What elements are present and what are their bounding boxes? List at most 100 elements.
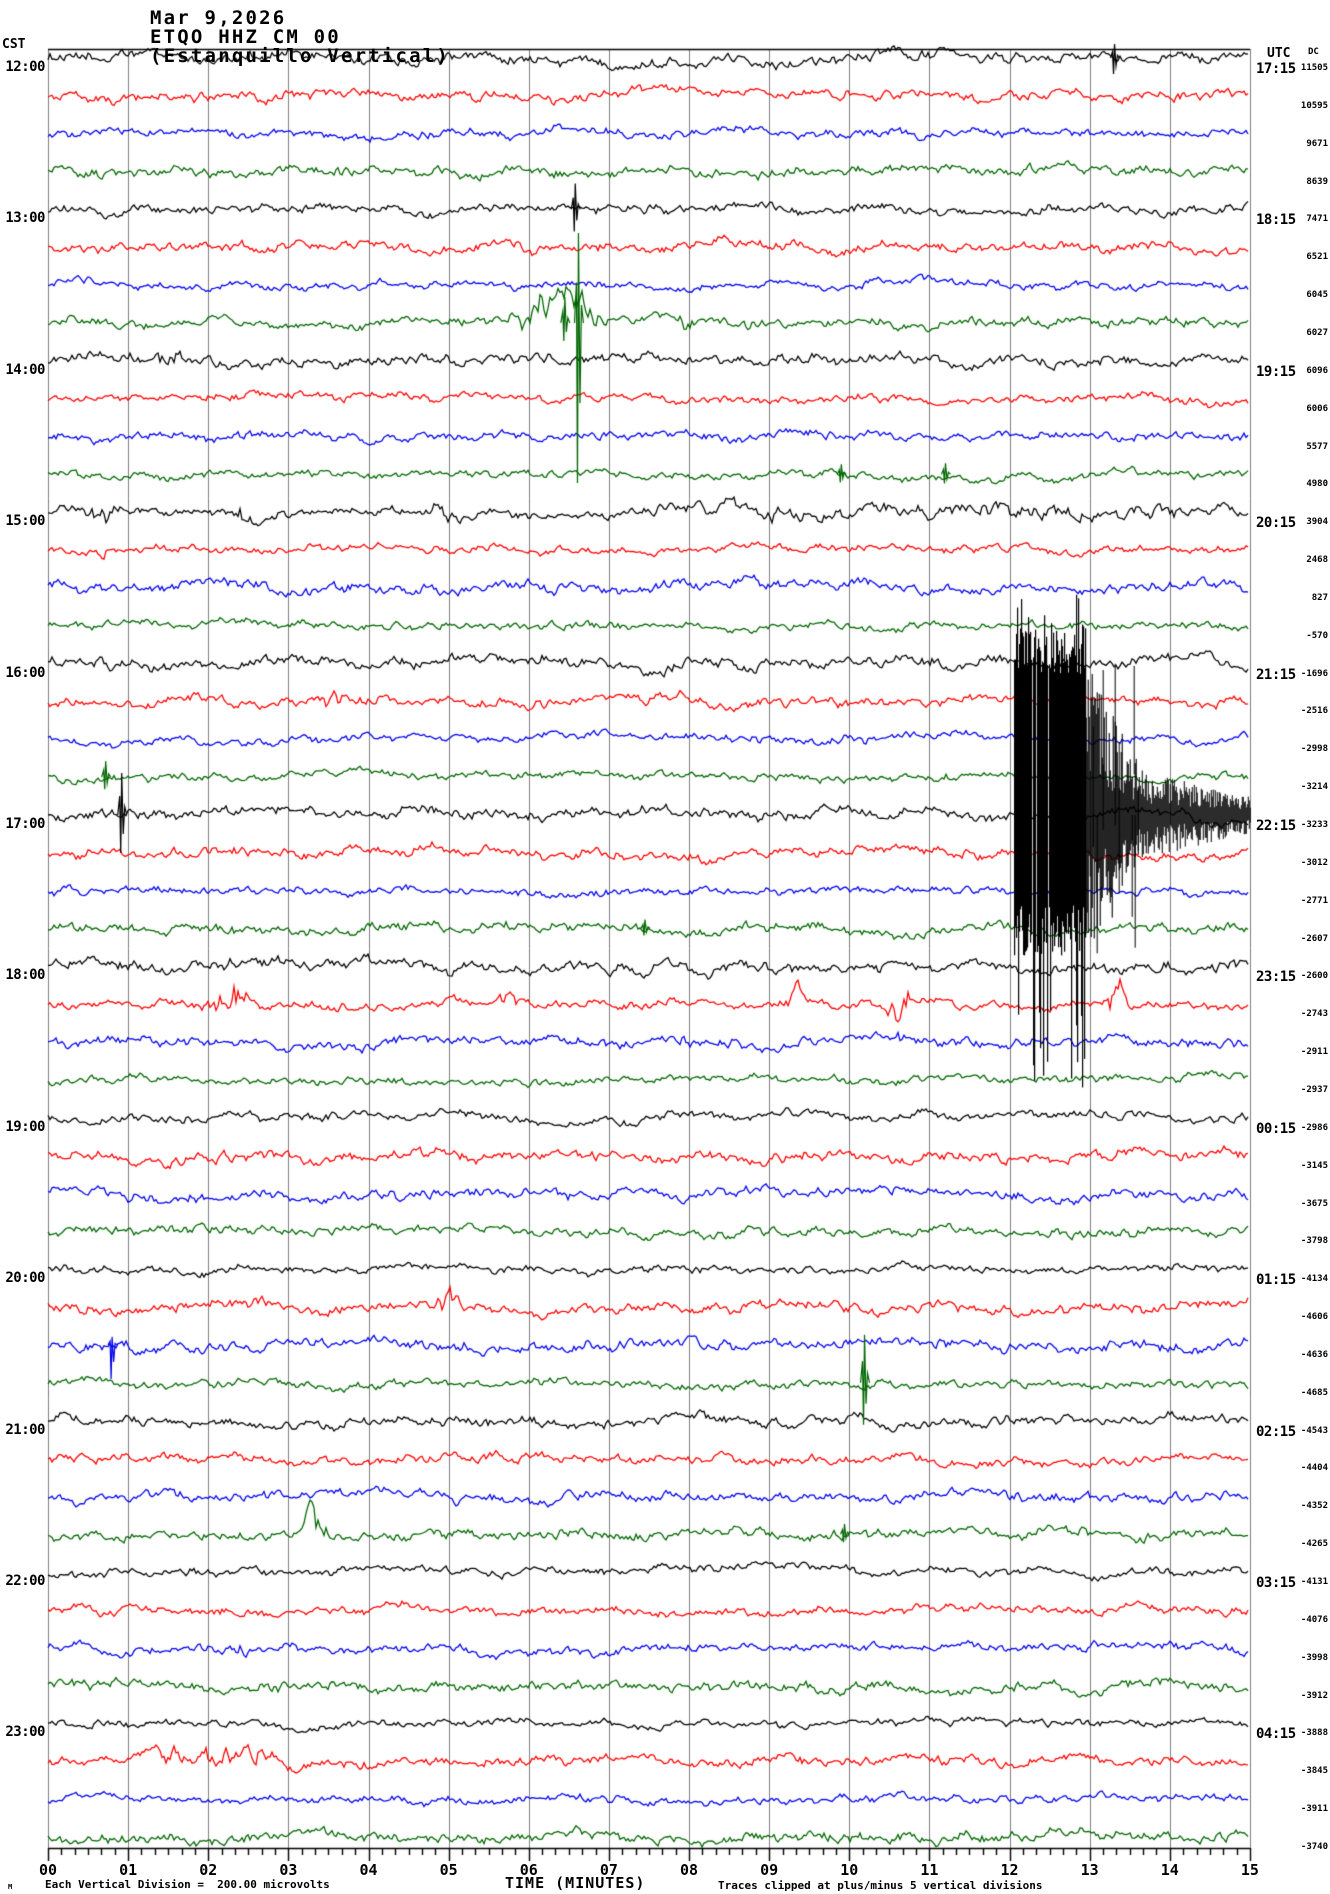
hour-label-cst: 16:00 bbox=[5, 664, 45, 681]
minute-tick-label: 12 bbox=[1000, 1861, 1019, 1879]
dc-value: 827 bbox=[1311, 592, 1328, 603]
dc-value: -2986 bbox=[1300, 1122, 1328, 1133]
hour-label-cst: 21:00 bbox=[5, 1421, 45, 1438]
hour-label-cst: 23:00 bbox=[5, 1724, 45, 1741]
dc-value: -2998 bbox=[1300, 744, 1328, 755]
hour-label-cst: 20:00 bbox=[5, 1270, 45, 1287]
dc-value: 4980 bbox=[1306, 479, 1328, 490]
hour-label-utc: 23:15 bbox=[1256, 969, 1296, 986]
dc-value: 3904 bbox=[1306, 517, 1328, 528]
dc-value: 9671 bbox=[1306, 138, 1328, 149]
dc-value: -2937 bbox=[1300, 1084, 1328, 1095]
hour-label-utc: 02:15 bbox=[1256, 1423, 1296, 1440]
hour-label-utc: 21:15 bbox=[1256, 666, 1296, 683]
minute-tick-label: 03 bbox=[279, 1861, 298, 1879]
heading-station-name: (Estanquillo Vertical) bbox=[150, 45, 451, 67]
hour-label-utc: 17:15 bbox=[1256, 61, 1296, 77]
hour-label-cst: 22:00 bbox=[5, 1573, 45, 1589]
minute-tick-label: 04 bbox=[359, 1861, 378, 1879]
dc-value: -4352 bbox=[1300, 1501, 1328, 1512]
dc-value: -3845 bbox=[1300, 1766, 1328, 1777]
hour-label-cst: 14:00 bbox=[5, 361, 45, 378]
dc-value: -2771 bbox=[1300, 895, 1328, 906]
dc-value: -2911 bbox=[1300, 1047, 1328, 1058]
dc-value: 11505 bbox=[1300, 63, 1328, 73]
dc-value: -1696 bbox=[1300, 668, 1328, 679]
dc-value: -2607 bbox=[1300, 933, 1328, 944]
hour-label-cst: 15:00 bbox=[5, 513, 45, 530]
hour-label-utc: 20:15 bbox=[1256, 515, 1296, 532]
hour-label-utc: 22:15 bbox=[1256, 818, 1296, 834]
minute-tick-label: 13 bbox=[1080, 1861, 1099, 1879]
dc-value: 6521 bbox=[1306, 252, 1328, 263]
dc-value: -3740 bbox=[1300, 1841, 1328, 1852]
dc-value: 5577 bbox=[1306, 441, 1328, 452]
corner-mark: M bbox=[8, 1883, 13, 1891]
dc-value: 2468 bbox=[1306, 555, 1328, 566]
dc-value: -570 bbox=[1306, 630, 1328, 641]
minute-tick-label: 08 bbox=[680, 1861, 699, 1879]
hour-label-cst: 13:00 bbox=[5, 210, 45, 227]
hour-label-utc: 19:15 bbox=[1256, 363, 1296, 380]
dc-value: -3912 bbox=[1300, 1690, 1328, 1701]
dc-value: 10595 bbox=[1300, 100, 1328, 111]
dc-value: -3911 bbox=[1300, 1804, 1328, 1815]
hour-label-cst: 18:00 bbox=[5, 967, 45, 984]
hour-label-utc: 18:15 bbox=[1256, 212, 1296, 229]
dc-value: 8639 bbox=[1306, 176, 1328, 187]
dc-value: -3888 bbox=[1300, 1728, 1328, 1739]
minute-tick-label: 09 bbox=[760, 1861, 779, 1879]
minute-tick-label: 01 bbox=[119, 1861, 138, 1879]
hour-label-cst: 19:00 bbox=[5, 1118, 45, 1135]
minute-tick-label: 11 bbox=[920, 1861, 939, 1879]
dc-value: -4543 bbox=[1300, 1425, 1328, 1436]
dc-value: 6045 bbox=[1306, 290, 1328, 301]
minute-tick-label: 14 bbox=[1160, 1861, 1179, 1879]
clip-note: Traces clipped at plus/minus 5 vertical … bbox=[718, 1879, 1043, 1892]
utc-axis-label: UTC bbox=[1267, 46, 1291, 61]
dc-value: -3798 bbox=[1300, 1236, 1328, 1247]
dc-value: -4685 bbox=[1300, 1387, 1328, 1398]
scale-note: Each Vertical Division = 200.00 microvol… bbox=[45, 1878, 330, 1891]
dc-value: -2516 bbox=[1300, 706, 1328, 717]
hour-label-utc: 03:15 bbox=[1256, 1575, 1296, 1591]
dc-value: -2743 bbox=[1300, 1009, 1328, 1020]
time-axis-title: TIME (MINUTES) bbox=[505, 1874, 646, 1892]
minute-tick-label: 15 bbox=[1240, 1861, 1259, 1879]
heading-date: Mar 9,2026 bbox=[150, 7, 287, 29]
hour-label-utc: 01:15 bbox=[1256, 1272, 1296, 1289]
dc-value: -3145 bbox=[1300, 1160, 1328, 1171]
minute-tick-label: 05 bbox=[439, 1861, 458, 1879]
dc-value: -4131 bbox=[1300, 1577, 1328, 1587]
dc-axis-label: DC bbox=[1308, 47, 1319, 57]
dc-value: -4404 bbox=[1300, 1463, 1328, 1474]
hour-label-cst: 12:00 bbox=[5, 59, 45, 75]
cst-axis-label: CST bbox=[2, 37, 26, 52]
hour-label-utc: 04:15 bbox=[1256, 1726, 1296, 1743]
heading-station-id: ETQO HHZ CM 00 bbox=[150, 26, 341, 48]
dc-value: -4265 bbox=[1300, 1539, 1328, 1550]
minute-tick-label: 10 bbox=[840, 1861, 859, 1879]
dc-value: 6006 bbox=[1306, 403, 1328, 414]
dc-value: -3233 bbox=[1300, 820, 1328, 830]
hour-label-utc: 00:15 bbox=[1256, 1120, 1296, 1137]
dc-value: -2600 bbox=[1300, 971, 1328, 982]
dc-value: 6027 bbox=[1306, 327, 1328, 338]
dc-value: -4636 bbox=[1300, 1349, 1328, 1360]
hour-label-cst: 17:00 bbox=[5, 816, 45, 832]
minute-tick-label: 00 bbox=[38, 1861, 58, 1879]
dc-value: 7471 bbox=[1306, 214, 1328, 225]
minute-tick-label: 02 bbox=[199, 1861, 218, 1879]
dc-value: -3998 bbox=[1300, 1652, 1328, 1663]
minute-tick-label: 06 bbox=[519, 1861, 538, 1879]
dc-value: -3012 bbox=[1300, 857, 1328, 868]
dc-value: -4134 bbox=[1300, 1274, 1328, 1285]
minute-tick-label: 07 bbox=[599, 1861, 618, 1879]
dc-value: -3214 bbox=[1300, 782, 1328, 793]
dc-value: -4606 bbox=[1300, 1312, 1328, 1323]
dc-value: -3675 bbox=[1300, 1198, 1328, 1209]
dc-value: -4076 bbox=[1300, 1614, 1328, 1625]
dc-value: 6096 bbox=[1306, 365, 1328, 376]
